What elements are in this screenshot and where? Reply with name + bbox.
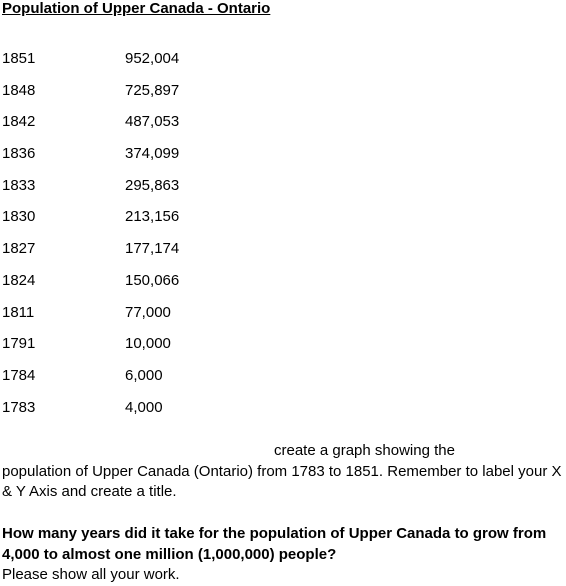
population-table: 1851 952,004 1848 725,897 1842 487,053 1… xyxy=(2,50,302,430)
table-row: 1833 295,863 xyxy=(2,177,302,209)
population-cell: 725,897 xyxy=(125,81,180,99)
population-cell: 77,000 xyxy=(125,303,171,321)
table-row: 1791 10,000 xyxy=(2,335,302,367)
population-cell: 952,004 xyxy=(125,50,180,67)
population-cell: 150,066 xyxy=(125,271,180,289)
population-cell: 4,000 xyxy=(125,398,163,416)
year-cell: 1842 xyxy=(2,113,36,131)
show-work-note: Please show all your work. xyxy=(2,566,180,583)
table-row: 1784 6,000 xyxy=(2,367,302,399)
table-row: 1848 725,897 xyxy=(2,82,302,114)
table-row: 1783 4,000 xyxy=(2,399,302,431)
table-row: 1824 150,066 xyxy=(2,272,302,304)
year-cell: 1791 xyxy=(2,335,36,353)
question-block: How many years did it take for the popul… xyxy=(2,524,566,586)
table-row: 1811 77,000 xyxy=(2,304,302,336)
population-cell: 374,099 xyxy=(125,145,180,163)
table-row: 1851 952,004 xyxy=(2,50,302,82)
population-cell: 213,156 xyxy=(125,208,180,226)
document-title: Population of Upper Canada - Ontario xyxy=(2,0,271,17)
population-cell: 295,863 xyxy=(125,176,180,194)
population-cell: 10,000 xyxy=(125,335,171,353)
year-cell: 1830 xyxy=(2,208,36,226)
question-text: How many years did it take for the popul… xyxy=(2,525,547,563)
year-cell: 1811 xyxy=(2,303,35,321)
instructions-remaining-text: population of Upper Canada (Ontario) fro… xyxy=(2,462,562,501)
year-cell: 1851 xyxy=(2,50,36,67)
graph-instructions: create a graph showing the population of… xyxy=(2,441,566,503)
table-row: 1830 213,156 xyxy=(2,208,302,240)
population-cell: 6,000 xyxy=(125,366,163,384)
year-cell: 1784 xyxy=(2,366,36,384)
population-cell: 177,174 xyxy=(125,240,180,258)
table-row: 1827 177,174 xyxy=(2,240,302,272)
instructions-first-line: create a graph showing the xyxy=(274,442,455,459)
year-cell: 1848 xyxy=(2,81,36,99)
population-cell: 487,053 xyxy=(125,113,180,131)
year-cell: 1836 xyxy=(2,145,36,163)
year-cell: 1783 xyxy=(2,398,36,416)
year-cell: 1833 xyxy=(2,176,36,194)
table-row: 1842 487,053 xyxy=(2,113,302,145)
year-cell: 1824 xyxy=(2,271,36,289)
year-cell: 1827 xyxy=(2,240,36,258)
table-row: 1836 374,099 xyxy=(2,145,302,177)
